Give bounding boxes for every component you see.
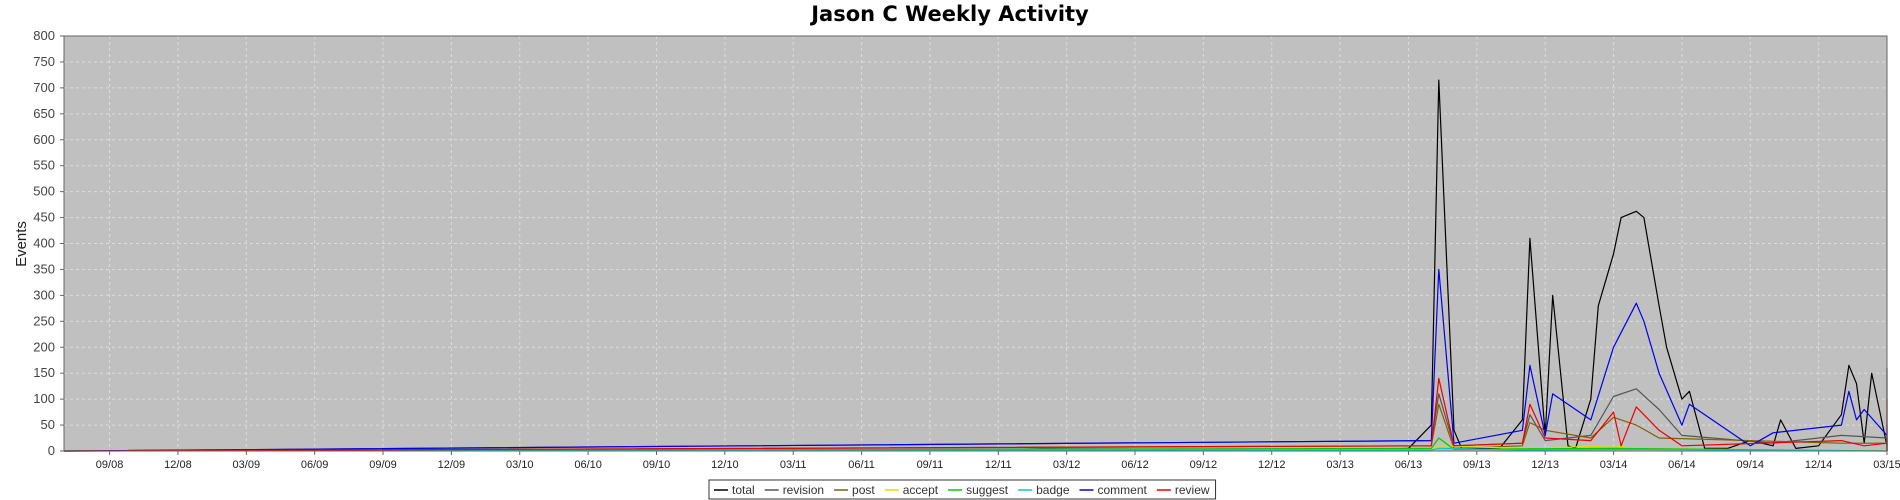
series-line-revision bbox=[63, 388, 1888, 452]
x-tick-label: 09/10 bbox=[643, 459, 671, 471]
x-tick-label: 12/10 bbox=[711, 459, 739, 471]
legend-label: comment bbox=[1098, 483, 1148, 497]
series-line-badge bbox=[63, 447, 1888, 452]
x-tick-label: 09/09 bbox=[369, 459, 397, 471]
legend-item-total: total bbox=[714, 483, 755, 497]
x-tick-label: 12/13 bbox=[1531, 459, 1559, 471]
legend: total revision post accept suggest badge comme… bbox=[708, 479, 1217, 500]
x-tick-label: 09/08 bbox=[96, 459, 124, 471]
legend-item-badge: badge bbox=[1018, 483, 1070, 497]
y-tick-label: 100 bbox=[33, 391, 55, 406]
x-tick-label: 03/14 bbox=[1600, 459, 1628, 471]
y-tick-label: 0 bbox=[48, 443, 55, 458]
x-tick-label: 03/12 bbox=[1053, 459, 1081, 471]
y-tick-label: 800 bbox=[33, 28, 55, 43]
x-tick-label: 03/15 bbox=[1873, 459, 1900, 471]
x-tick-label: 12/08 bbox=[164, 459, 192, 471]
y-tick-label: 300 bbox=[33, 287, 55, 302]
legend-item-review: review bbox=[1156, 483, 1210, 497]
legend-label: total bbox=[732, 483, 755, 497]
y-tick-label: 650 bbox=[33, 106, 55, 121]
x-tick-label: 12/09 bbox=[438, 459, 466, 471]
legend-item-revision: revision bbox=[764, 483, 824, 497]
y-tick-label: 200 bbox=[33, 339, 55, 354]
y-axis: 0 50 100 150 200 250 300 350 400 450 500 550 600 650 7… bbox=[33, 28, 64, 458]
y-tick-label: 250 bbox=[33, 313, 55, 328]
legend-item-post: post bbox=[834, 483, 875, 497]
y-tick-label: 500 bbox=[33, 184, 55, 199]
y-tick-label: 350 bbox=[33, 261, 55, 276]
plot-area bbox=[63, 35, 1888, 452]
x-tick-label: 09/11 bbox=[917, 459, 944, 471]
legend-label: revision bbox=[783, 483, 824, 497]
x-tick-label: 06/10 bbox=[574, 459, 602, 471]
y-tick-label: 600 bbox=[33, 132, 55, 147]
x-tick-label: 09/12 bbox=[1190, 459, 1218, 471]
legend-label: accept bbox=[903, 483, 939, 497]
series-lines bbox=[63, 79, 1888, 452]
legend-item-suggest: suggest bbox=[948, 483, 1009, 497]
y-tick-label: 450 bbox=[33, 210, 55, 225]
series-line-post bbox=[63, 403, 1888, 452]
x-tick-label: 06/11 bbox=[848, 459, 875, 471]
chart-title: Jason C Weekly Activity bbox=[809, 2, 1089, 26]
legend-box bbox=[708, 479, 1217, 500]
x-tick-label: 03/11 bbox=[780, 459, 807, 471]
x-tick-label: 03/10 bbox=[506, 459, 534, 471]
x-tick-label: 06/09 bbox=[301, 459, 329, 471]
x-tick-label: 12/14 bbox=[1805, 459, 1833, 471]
legend-label: badge bbox=[1036, 483, 1070, 497]
x-tick-label: 09/14 bbox=[1737, 459, 1765, 471]
x-tick-label: 12/12 bbox=[1258, 459, 1286, 471]
y-tick-label: 50 bbox=[41, 417, 55, 432]
y-tick-label: 150 bbox=[33, 365, 55, 380]
legend-label: suggest bbox=[966, 483, 1009, 497]
x-tick-label: 12/11 bbox=[985, 459, 1012, 471]
x-tick-label: 06/12 bbox=[1121, 459, 1149, 471]
x-tick-label: 09/13 bbox=[1463, 459, 1491, 471]
x-tick-label: 03/13 bbox=[1326, 459, 1354, 471]
x-tick-label: 06/14 bbox=[1668, 459, 1696, 471]
x-tick-label: 03/09 bbox=[233, 459, 261, 471]
legend-item-comment: comment bbox=[1079, 483, 1148, 497]
x-tick-label: 06/13 bbox=[1395, 459, 1423, 471]
legend-item-accept: accept bbox=[884, 483, 939, 497]
legend-label: post bbox=[852, 483, 875, 497]
y-tick-label: 550 bbox=[33, 158, 55, 173]
y-tick-label: 700 bbox=[33, 80, 55, 95]
series-line-suggest bbox=[63, 437, 1888, 452]
x-axis: 09/08 12/08 03/09 06/09 09/09 12/09 03/10 06/10… bbox=[96, 451, 1900, 471]
legend-label: review bbox=[1175, 483, 1210, 497]
y-axis-label: Events bbox=[13, 221, 30, 267]
y-tick-label: 400 bbox=[33, 236, 55, 251]
y-tick-label: 750 bbox=[33, 54, 55, 69]
series-line-comment bbox=[63, 268, 1888, 452]
